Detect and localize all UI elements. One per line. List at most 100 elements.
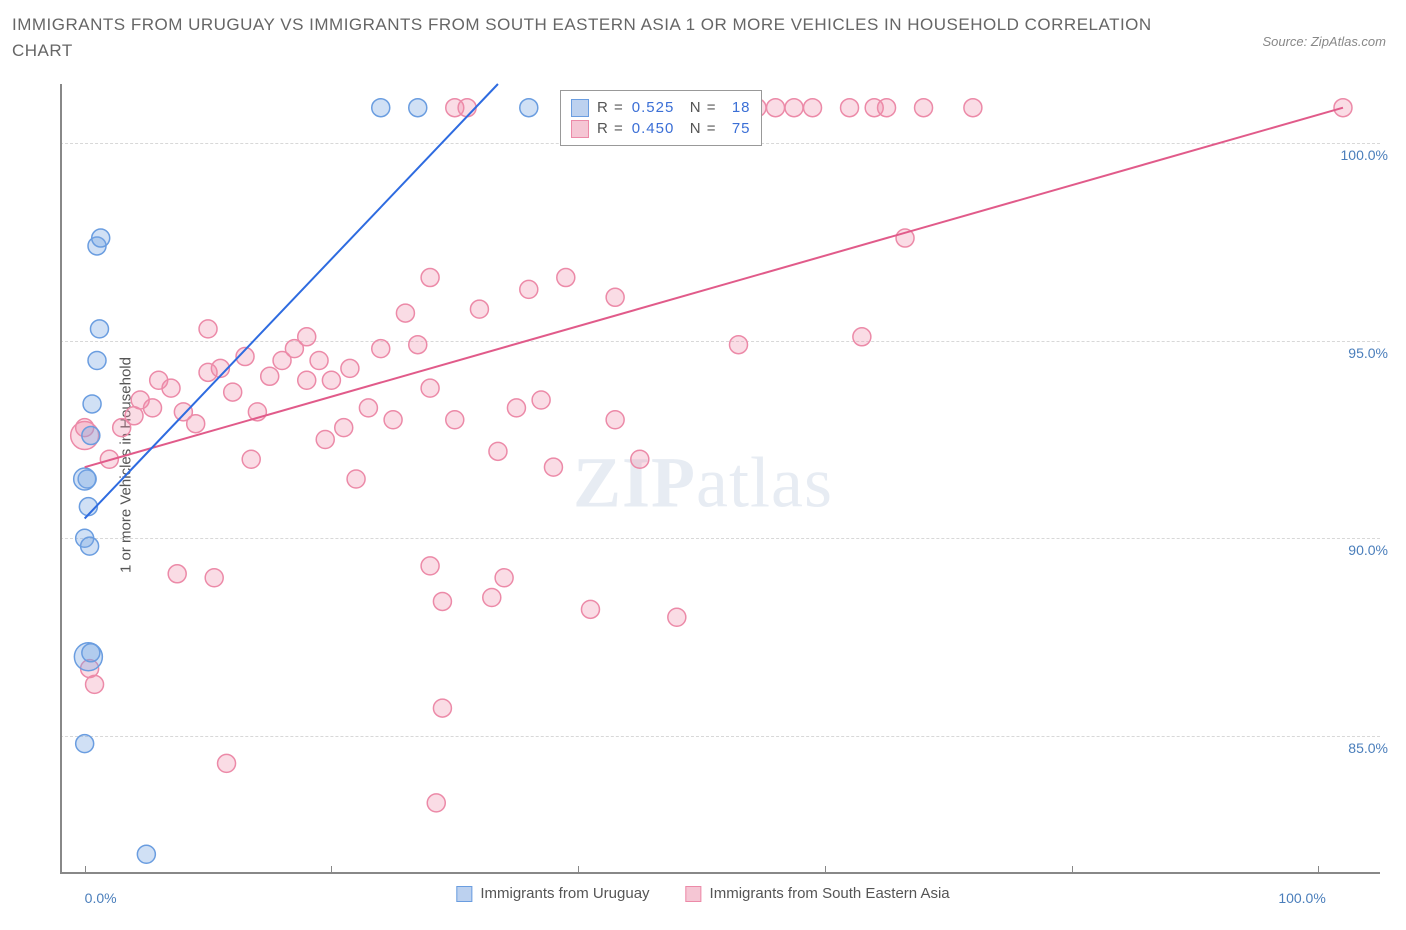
data-point <box>767 99 785 117</box>
data-point <box>544 458 562 476</box>
data-point <box>298 328 316 346</box>
data-point <box>341 359 359 377</box>
data-point <box>322 371 340 389</box>
data-point <box>427 794 445 812</box>
data-point <box>372 340 390 358</box>
data-point <box>347 470 365 488</box>
correlation-chart: IMMIGRANTS FROM URUGUAY VS IMMIGRANTS FR… <box>12 12 1394 918</box>
trend-line <box>85 84 498 519</box>
data-point <box>81 537 99 555</box>
legend-item-uruguay: Immigrants from Uruguay <box>456 885 649 902</box>
data-point <box>144 399 162 417</box>
data-point <box>205 569 223 587</box>
trend-line <box>85 108 1343 467</box>
header-row: IMMIGRANTS FROM URUGUAY VS IMMIGRANTS FR… <box>12 12 1394 63</box>
data-point <box>187 415 205 433</box>
source-prefix: Source: <box>1262 34 1310 49</box>
data-point <box>421 269 439 287</box>
stats-swatch <box>571 120 589 138</box>
data-point <box>224 383 242 401</box>
data-point <box>162 379 180 397</box>
data-point <box>168 565 186 583</box>
data-point <box>433 699 451 717</box>
data-point <box>384 411 402 429</box>
data-point <box>421 557 439 575</box>
data-point <box>581 600 599 618</box>
data-point <box>606 288 624 306</box>
data-point <box>964 99 982 117</box>
data-point <box>242 450 260 468</box>
data-point <box>396 304 414 322</box>
data-point <box>446 411 464 429</box>
data-point <box>495 569 513 587</box>
data-point <box>606 411 624 429</box>
data-point <box>841 99 859 117</box>
data-point <box>137 845 155 863</box>
stats-n-value: 18 <box>725 97 751 118</box>
data-point <box>853 328 871 346</box>
data-point <box>88 352 106 370</box>
data-point <box>74 468 96 490</box>
data-point <box>785 99 803 117</box>
data-point <box>489 442 507 460</box>
data-point <box>804 99 822 117</box>
data-point <box>82 427 100 445</box>
data-point <box>86 675 104 693</box>
data-point <box>298 371 316 389</box>
data-point <box>557 269 575 287</box>
data-point <box>310 352 328 370</box>
legend-item-seasia: Immigrants from South Eastern Asia <box>686 885 950 902</box>
data-point <box>1334 99 1352 117</box>
data-point <box>520 280 538 298</box>
data-point <box>409 99 427 117</box>
data-point <box>335 419 353 437</box>
data-point <box>458 99 476 117</box>
data-point <box>82 644 100 662</box>
data-point <box>372 99 390 117</box>
x-tick-label: 100.0% <box>1278 890 1325 906</box>
stats-row: R = 0.525 N = 18 <box>571 97 751 118</box>
data-point <box>532 391 550 409</box>
stats-row: R = 0.450 N = 75 <box>571 118 751 139</box>
stats-r-label: R = <box>597 118 624 139</box>
data-point <box>76 735 94 753</box>
data-point <box>668 608 686 626</box>
data-point <box>507 399 525 417</box>
chart-title: IMMIGRANTS FROM URUGUAY VS IMMIGRANTS FR… <box>12 12 1162 63</box>
stats-legend-box: R = 0.525 N = 18 R = 0.450 N = 75 <box>560 90 762 146</box>
x-tick-label: 0.0% <box>85 890 117 906</box>
source-attribution: Source: ZipAtlas.com <box>1262 34 1394 49</box>
source-name: ZipAtlas.com <box>1311 34 1386 49</box>
data-point <box>316 431 334 449</box>
data-point <box>421 379 439 397</box>
legend-swatch-uruguay <box>456 886 472 902</box>
data-point <box>730 336 748 354</box>
stats-r-label: R = <box>597 97 624 118</box>
stats-r-value: 0.525 <box>632 97 682 118</box>
data-point <box>915 99 933 117</box>
data-point <box>631 450 649 468</box>
data-point <box>92 229 110 247</box>
data-point <box>878 99 896 117</box>
data-point <box>409 336 427 354</box>
data-point <box>199 320 217 338</box>
stats-n-value: 75 <box>725 118 751 139</box>
stats-swatch <box>571 99 589 117</box>
legend-label-uruguay: Immigrants from Uruguay <box>480 885 649 902</box>
data-point <box>83 395 101 413</box>
legend-label-seasia: Immigrants from South Eastern Asia <box>710 885 950 902</box>
stats-n-label: N = <box>690 97 717 118</box>
bottom-legend: Immigrants from Uruguay Immigrants from … <box>456 885 949 902</box>
data-point <box>470 300 488 318</box>
data-point <box>359 399 377 417</box>
data-point <box>483 589 501 607</box>
data-point <box>261 367 279 385</box>
stats-r-value: 0.450 <box>632 118 682 139</box>
plot-svg <box>60 84 1380 874</box>
data-point <box>520 99 538 117</box>
data-point <box>433 592 451 610</box>
stats-n-label: N = <box>690 118 717 139</box>
legend-swatch-seasia <box>686 886 702 902</box>
data-point <box>218 754 236 772</box>
data-point <box>90 320 108 338</box>
